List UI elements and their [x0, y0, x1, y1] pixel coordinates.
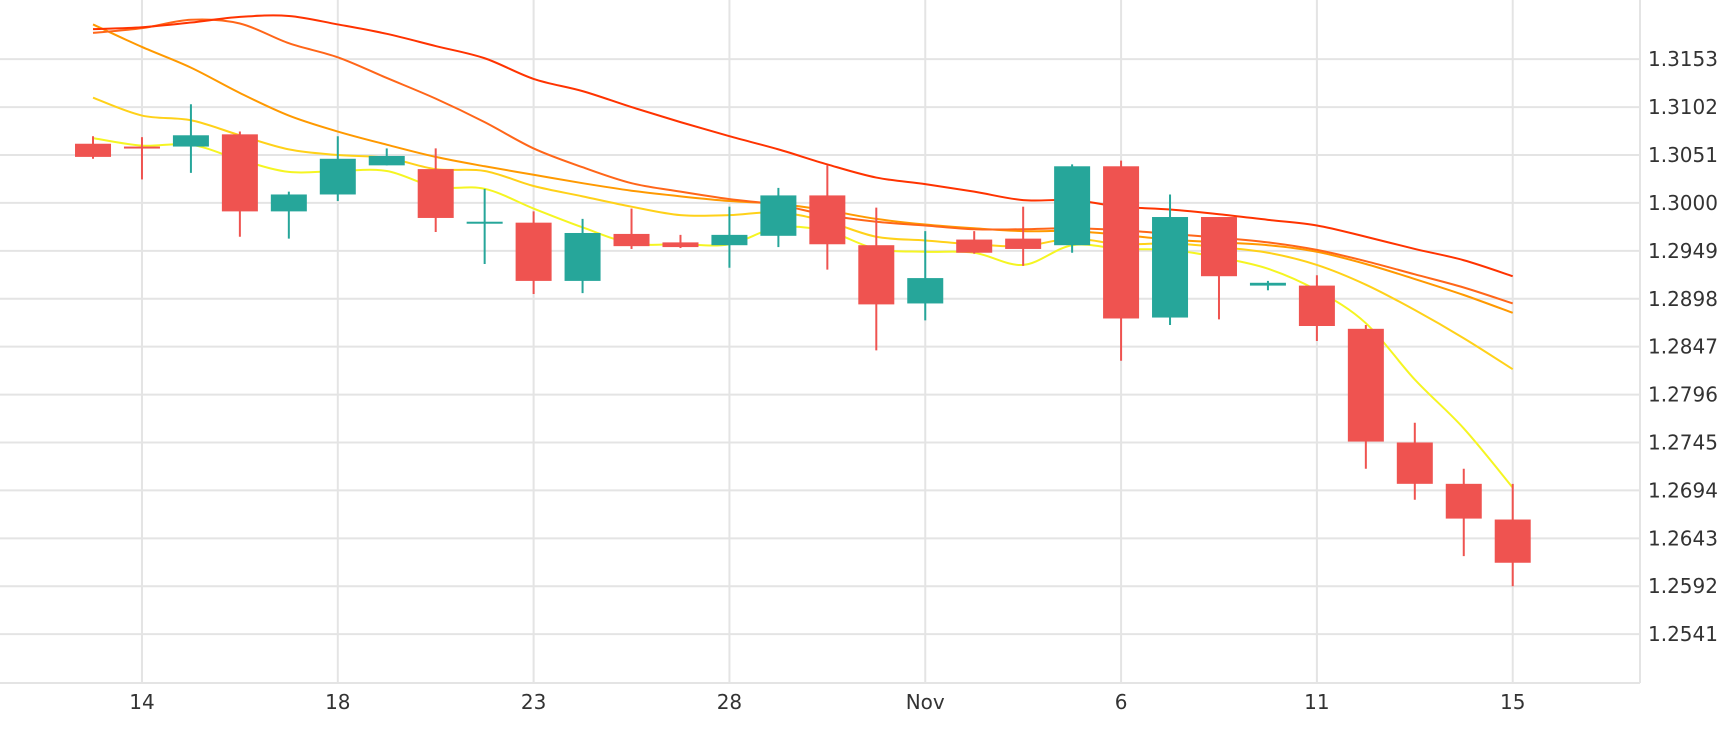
candle: [809, 165, 846, 270]
x-tick-label: 28: [717, 690, 742, 714]
candle: [270, 191, 307, 239]
candle: [417, 148, 454, 233]
candle: [1249, 280, 1286, 291]
candle-body-down: [809, 195, 846, 245]
y-tick-label: 1.2592: [1648, 574, 1718, 598]
candle-body-down: [1347, 328, 1384, 442]
candle: [662, 234, 699, 249]
candle: [1445, 468, 1482, 557]
candle-body-down: [858, 245, 895, 305]
x-tick-label: 11: [1304, 690, 1329, 714]
candle-body-up: [270, 194, 307, 212]
y-tick-label: 1.3051: [1648, 143, 1718, 167]
candle-body-up: [907, 278, 944, 304]
candle: [319, 136, 356, 202]
candle-body-up: [1054, 166, 1091, 246]
moving-average-line-5: [92, 14, 1514, 278]
y-tick-label: 1.3000: [1648, 191, 1718, 215]
candle: [123, 137, 160, 180]
candle-body-down: [123, 146, 160, 149]
y-tick-label: 1.2949: [1648, 239, 1718, 263]
y-tick-label: 1.2796: [1648, 383, 1718, 407]
candle: [1396, 422, 1433, 500]
candle-body-down: [1396, 442, 1433, 484]
y-tick-label: 1.3102: [1648, 95, 1718, 119]
candle: [858, 207, 895, 351]
y-tick-label: 1.2541: [1648, 622, 1718, 646]
x-tick-label: 15: [1500, 690, 1525, 714]
moving-average-line-3: [92, 23, 1514, 314]
candle-body-up: [711, 234, 748, 246]
candle-body-up: [466, 221, 503, 224]
candle-body-down: [1298, 285, 1335, 326]
x-tick-label: 18: [325, 690, 350, 714]
candle-body-up: [172, 135, 209, 147]
candle: [1347, 325, 1384, 469]
y-tick-label: 1.2745: [1648, 430, 1718, 454]
candle-body-down: [1103, 166, 1140, 319]
candle-body-down: [515, 222, 552, 281]
x-tick-label: 23: [521, 690, 546, 714]
candle-body-up: [1249, 282, 1286, 286]
candle: [956, 231, 993, 254]
candle: [1054, 164, 1091, 253]
y-tick-label: 1.2898: [1648, 287, 1718, 311]
candle: [711, 206, 748, 268]
candle: [1298, 275, 1335, 342]
candle-body-up: [368, 155, 405, 166]
candle: [613, 208, 650, 249]
axes: 1.2541 1.2592 1.2643 1.2694 1.2745 1.2796 1.28…: [129, 47, 1718, 714]
y-tick-label: 1.2643: [1648, 526, 1718, 550]
candle: [75, 136, 112, 159]
candle: [1200, 217, 1237, 320]
candle-body-down: [417, 169, 454, 218]
candle: [466, 188, 503, 264]
candle-body-down: [221, 134, 258, 212]
candle: [1005, 206, 1042, 266]
candle-body-down: [956, 239, 993, 253]
candle-body-down: [613, 233, 650, 247]
x-tick-label: 6: [1115, 690, 1128, 714]
candle-body-down: [75, 143, 112, 157]
candle: [221, 131, 258, 237]
candle: [1152, 194, 1189, 326]
candle-body-down: [1005, 238, 1042, 249]
candle-body-down: [1445, 483, 1482, 519]
x-tick-label: Nov: [906, 690, 945, 714]
candle: [368, 148, 405, 166]
candle: [564, 218, 601, 294]
candle-body-down: [662, 242, 699, 248]
candle: [760, 187, 797, 248]
y-tick-label: 1.2694: [1648, 478, 1718, 502]
candle-body-up: [1152, 217, 1189, 318]
candle-body-up: [760, 195, 797, 236]
candle: [1494, 483, 1531, 587]
candle-body-down: [1200, 217, 1237, 277]
candles: [75, 104, 1531, 587]
y-tick-label: 1.2847: [1648, 335, 1718, 359]
candle: [1103, 160, 1140, 361]
candle: [515, 211, 552, 295]
candle: [172, 104, 209, 173]
candle-body-down: [1494, 519, 1531, 563]
moving-average-line-2: [92, 96, 1514, 371]
candle: [907, 231, 944, 321]
y-tick-label: 1.3153: [1648, 47, 1718, 71]
x-tick-label: 14: [129, 690, 154, 714]
moving-average-line-4: [92, 18, 1514, 305]
candle-body-up: [564, 232, 601, 281]
grid: [0, 0, 1641, 684]
candle-body-up: [319, 158, 356, 195]
